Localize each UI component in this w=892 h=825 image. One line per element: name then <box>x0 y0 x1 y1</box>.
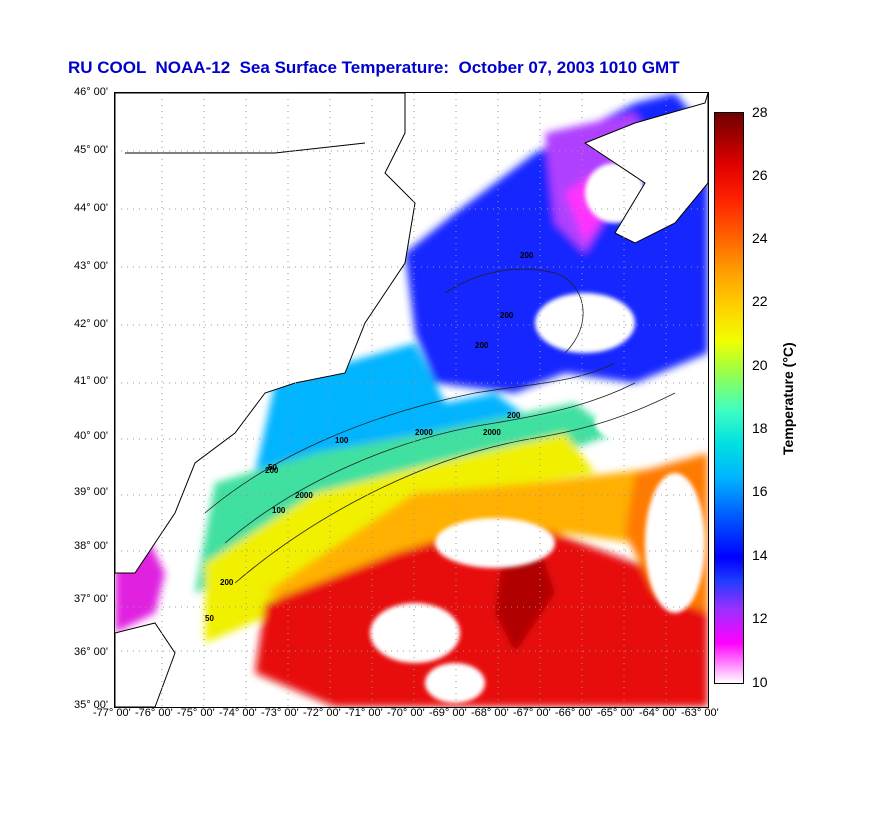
contour-label: 200 <box>475 341 489 350</box>
land-mass <box>115 93 416 574</box>
slope-yellow <box>205 433 595 643</box>
colorbar-tick: 26 <box>752 167 768 183</box>
cloud-gap <box>595 403 675 443</box>
lon-label: -63° 00' <box>681 707 719 719</box>
lon-label: -72° 00' <box>303 707 341 719</box>
contour-label: 200 <box>220 578 234 587</box>
cloud-gap <box>435 518 555 568</box>
colorbar-tick: 20 <box>752 357 768 373</box>
colorbar-tick: 14 <box>752 547 768 563</box>
lat-label: 41° 00' <box>73 375 108 387</box>
contour-label: 200 <box>500 311 514 320</box>
colorbar-tick: 10 <box>752 674 768 690</box>
contour-label: 200 <box>520 251 534 260</box>
cloud-gap <box>425 663 485 703</box>
contour-label: 50 <box>268 463 277 472</box>
isobath-contour <box>204 362 616 514</box>
lon-label: -76° 00' <box>135 707 173 719</box>
lat-label: 44° 00' <box>73 202 108 214</box>
colorbar-tick: 16 <box>752 483 768 499</box>
contour-label: 200 <box>265 466 279 475</box>
lat-label: 36° 00' <box>73 646 108 658</box>
cloud-gap <box>535 293 635 353</box>
lon-label: -64° 00' <box>639 707 677 719</box>
lon-label: -70° 00' <box>387 707 425 719</box>
contour-label: 2000 <box>415 428 433 437</box>
contour-label: 2000 <box>483 428 501 437</box>
border-line <box>125 142 366 154</box>
lon-label: -65° 00' <box>597 707 635 719</box>
colorbar-tick: 28 <box>752 104 768 120</box>
contour-label: 200 <box>507 411 521 420</box>
lat-label: 38° 00' <box>73 540 108 552</box>
colorbar-title: Temperature (°C) <box>780 342 796 455</box>
colorbar-tick: 22 <box>752 293 768 309</box>
contour-label: 2000 <box>295 491 313 500</box>
land-mass-south <box>115 622 176 707</box>
colorbar-tick: 18 <box>752 420 768 436</box>
lat-label: 35° 00' <box>73 699 108 711</box>
lat-label: 37° 00' <box>73 593 108 605</box>
isobath-contour <box>444 268 584 354</box>
temperature-colorbar <box>714 112 744 684</box>
colorbar-tick: 12 <box>752 610 768 626</box>
isobath-contour <box>224 382 636 544</box>
map-title: RU COOL NOAA-12 Sea Surface Temperature:… <box>68 58 680 77</box>
lon-label: -77° 00' <box>93 707 131 719</box>
contour-label: 50 <box>205 614 214 623</box>
lat-label: 45° 00' <box>73 144 108 156</box>
lon-label: -73° 00' <box>261 707 299 719</box>
contour-label: 100 <box>335 436 349 445</box>
lat-label: 40° 00' <box>73 430 108 442</box>
nova-scotia-land <box>583 93 708 244</box>
lon-label: -68° 00' <box>471 707 509 719</box>
lon-label: -75° 00' <box>177 707 215 719</box>
colorbar-tick: 24 <box>752 230 768 246</box>
sst-map: 200 200 200 200 2000 2000 50 100 100 200… <box>114 92 709 708</box>
cloud-gap <box>370 603 460 663</box>
isobath-contour <box>234 392 676 584</box>
lon-label: -74° 00' <box>219 707 257 719</box>
lat-label: 46° 00' <box>73 86 108 98</box>
cloud-gap <box>645 473 705 613</box>
lon-label: -69° 00' <box>429 707 467 719</box>
gulf-stream-red <box>255 523 708 707</box>
lon-label: -71° 00' <box>345 707 383 719</box>
lat-label: 42° 00' <box>73 318 108 330</box>
lat-label: 43° 00' <box>73 260 108 272</box>
lon-label: -67° 00' <box>513 707 551 719</box>
lon-label: -66° 00' <box>555 707 593 719</box>
lat-label: 39° 00' <box>73 486 108 498</box>
contour-label: 100 <box>272 506 286 515</box>
